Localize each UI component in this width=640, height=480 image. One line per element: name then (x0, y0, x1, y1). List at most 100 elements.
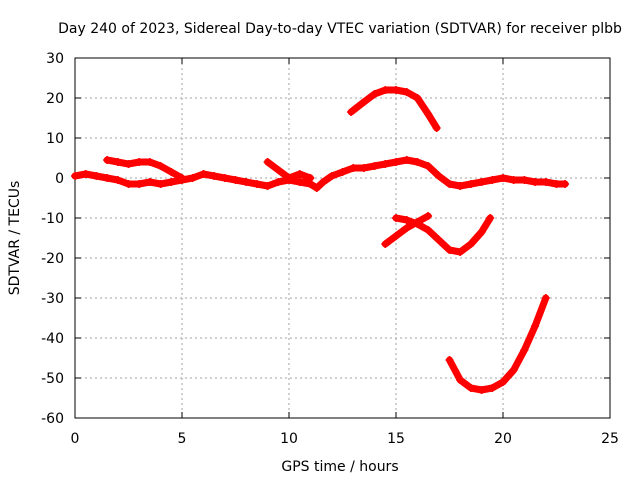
data-point (113, 176, 122, 184)
data-point (285, 174, 293, 182)
y-tick-label: -30 (41, 291, 64, 307)
data-point (488, 176, 497, 184)
data-point (103, 156, 112, 164)
data-point (552, 180, 561, 188)
data-point (402, 216, 411, 224)
data-point (531, 178, 540, 186)
data-point (167, 168, 176, 176)
series-track-7 (445, 294, 550, 394)
data-series (71, 86, 570, 394)
data-point (220, 174, 229, 182)
data-point (402, 156, 411, 164)
data-point (402, 88, 411, 96)
data-point (392, 86, 400, 94)
y-tick-label: 30 (46, 51, 64, 67)
data-point (81, 170, 90, 178)
data-point (71, 172, 79, 180)
data-point (381, 160, 390, 168)
data-point (167, 178, 176, 186)
data-point (432, 124, 441, 132)
data-point (541, 294, 550, 302)
data-point (274, 178, 283, 186)
data-point (488, 384, 497, 392)
data-point (370, 90, 379, 98)
data-point (520, 176, 529, 184)
data-point (92, 172, 101, 180)
data-point (188, 174, 197, 182)
y-tick-label: -40 (41, 331, 64, 347)
y-tick-label: 10 (46, 131, 64, 147)
data-point (520, 346, 529, 354)
data-point (477, 178, 486, 186)
data-point (424, 226, 433, 234)
data-point (445, 180, 454, 188)
data-point (509, 366, 518, 374)
data-point (113, 158, 122, 166)
data-point (486, 214, 495, 222)
data-point (541, 178, 550, 186)
series-track-6 (392, 214, 495, 256)
data-point (156, 180, 165, 188)
data-point (263, 158, 272, 166)
chart-title: Day 240 of 2023, Sidereal Day-to-day VTE… (58, 21, 622, 37)
data-point (252, 180, 261, 188)
data-point (312, 184, 321, 192)
data-point (434, 236, 443, 244)
data-point (424, 212, 433, 220)
data-point (103, 174, 112, 182)
axis-ticks: 0 5 10 15 20 25 -60 -50 -40 -30 -20 -10 0 10 20 30 (41, 51, 619, 447)
data-point (295, 170, 304, 178)
data-point (466, 180, 475, 188)
data-point (499, 378, 507, 386)
series-line (392, 214, 494, 256)
data-point (392, 214, 400, 222)
data-point (456, 376, 465, 384)
grid-lines (75, 58, 610, 418)
data-point (413, 94, 422, 102)
data-point (509, 176, 518, 184)
data-point (381, 86, 390, 94)
data-point (135, 158, 144, 166)
data-point (392, 158, 400, 166)
data-point (319, 178, 328, 186)
x-tick-label: 10 (280, 431, 298, 447)
data-point (466, 384, 475, 392)
data-point (124, 180, 133, 188)
data-point (531, 322, 540, 330)
data-point (199, 170, 208, 178)
data-point (477, 228, 486, 236)
data-point (145, 178, 154, 186)
data-point (445, 246, 454, 254)
data-point (306, 174, 315, 182)
data-point (274, 166, 283, 174)
y-tick-label: 20 (46, 91, 64, 107)
data-point (359, 98, 368, 106)
y-tick-label: -50 (41, 371, 64, 387)
data-point (347, 108, 356, 116)
series-line (446, 294, 550, 394)
x-tick-label: 25 (601, 431, 619, 447)
data-point (178, 174, 186, 182)
data-point (263, 182, 272, 190)
data-point (338, 168, 347, 176)
data-point (242, 178, 251, 186)
x-tick-label: 20 (494, 431, 512, 447)
series-track-3 (263, 158, 315, 182)
data-point (145, 158, 154, 166)
data-point (210, 172, 219, 180)
data-point (156, 162, 165, 170)
y-tick-label: -60 (41, 411, 64, 427)
data-point (392, 232, 400, 240)
y-tick-label: 0 (55, 171, 64, 187)
y-tick-label: -10 (41, 211, 64, 227)
x-axis-label: GPS time / hours (281, 459, 398, 475)
y-tick-label: -20 (41, 251, 64, 267)
series-track-4 (347, 86, 441, 132)
data-point (124, 160, 133, 168)
data-point (359, 164, 368, 172)
y-axis-label: SDTVAR / TECUs (7, 181, 23, 296)
data-point (295, 178, 304, 186)
data-point (413, 220, 422, 228)
series-line (347, 86, 441, 132)
